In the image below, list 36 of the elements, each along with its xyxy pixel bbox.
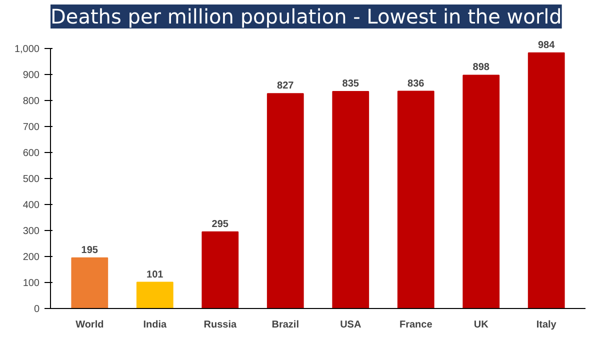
data-label: 827 — [277, 80, 294, 92]
x-tick-label: UK — [474, 320, 490, 330]
y-tick-label: 400 — [22, 200, 40, 212]
bar — [528, 52, 565, 308]
y-tick-label: 100 — [22, 278, 40, 290]
x-tick-label: USA — [340, 320, 362, 330]
y-tick-label: 500 — [22, 174, 40, 186]
y-tick-label: 200 — [22, 252, 40, 264]
bar — [202, 231, 239, 308]
y-tick-label: 1,000 — [14, 44, 40, 56]
bar — [136, 282, 174, 308]
y-tick-label: 700 — [22, 122, 40, 134]
chart-title: Deaths per million population - Lowest in the world — [50, 4, 562, 28]
data-label: 835 — [342, 78, 360, 90]
data-label: 101 — [146, 269, 164, 280]
y-tick-label: 800 — [22, 96, 40, 108]
data-label: 836 — [408, 78, 425, 90]
data-label: 195 — [81, 244, 98, 256]
bar — [332, 91, 370, 308]
y-tick-label: 900 — [22, 70, 40, 82]
x-tick-label: Brazil — [272, 320, 300, 330]
x-tick-label: India — [143, 320, 167, 330]
y-tick-label: 600 — [22, 148, 40, 160]
x-tick-label: Russia — [204, 320, 237, 330]
data-label: 984 — [538, 40, 556, 51]
y-tick-label: 0 — [34, 304, 40, 315]
x-tick-label: France — [399, 320, 433, 330]
bar — [266, 93, 304, 308]
bar — [71, 257, 108, 308]
x-tick-label: Italy — [536, 320, 557, 330]
bar — [397, 90, 434, 308]
x-tick-label: World — [76, 320, 104, 330]
y-tick-label: 300 — [22, 226, 40, 238]
bar — [462, 74, 500, 308]
data-label: 898 — [472, 62, 490, 74]
data-label: 295 — [212, 218, 229, 230]
